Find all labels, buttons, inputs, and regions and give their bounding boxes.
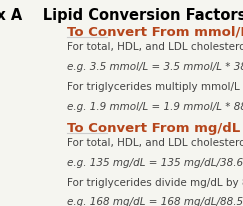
Text: For triglycerides multiply mmol/L by 88.57: For triglycerides multiply mmol/L by 88.… [67, 81, 243, 91]
Text: e.g. 135 mg/dL = 135 mg/dL/38.67 = 3.5 mmol/L: e.g. 135 mg/dL = 135 mg/dL/38.67 = 3.5 m… [67, 157, 243, 167]
Text: e.g. 168 mg/dL = 168 mg/dL/88.57 = 1.9 mmol/L: e.g. 168 mg/dL = 168 mg/dL/88.57 = 1.9 m… [67, 196, 243, 206]
Text: e.g. 3.5 mmol/L = 3.5 mmol/L * 38.67 = 135 mg/dL: e.g. 3.5 mmol/L = 3.5 mmol/L * 38.67 = 1… [67, 62, 243, 72]
Text: Appendix A    Lipid Conversion Factors: Appendix A Lipid Conversion Factors [0, 8, 243, 23]
Text: To Convert From mg/dL: To Convert From mg/dL [67, 122, 241, 135]
Text: e.g. 1.9 mmol/L = 1.9 mmol/L * 88.57 = 168 mg/dL: e.g. 1.9 mmol/L = 1.9 mmol/L * 88.57 = 1… [67, 101, 243, 111]
Text: For total, HDL, and LDL cholesterol multiply mmol/L by 38.67: For total, HDL, and LDL cholesterol mult… [67, 42, 243, 52]
Text: To Convert From mmol/L to mg/dL: To Convert From mmol/L to mg/dL [67, 26, 243, 39]
Text: For triglycerides divide mg/dL by 88.57: For triglycerides divide mg/dL by 88.57 [67, 177, 243, 187]
Text: For total, HDL, and LDL cholesterol divide mg/dL by 38.67: For total, HDL, and LDL cholesterol divi… [67, 137, 243, 147]
